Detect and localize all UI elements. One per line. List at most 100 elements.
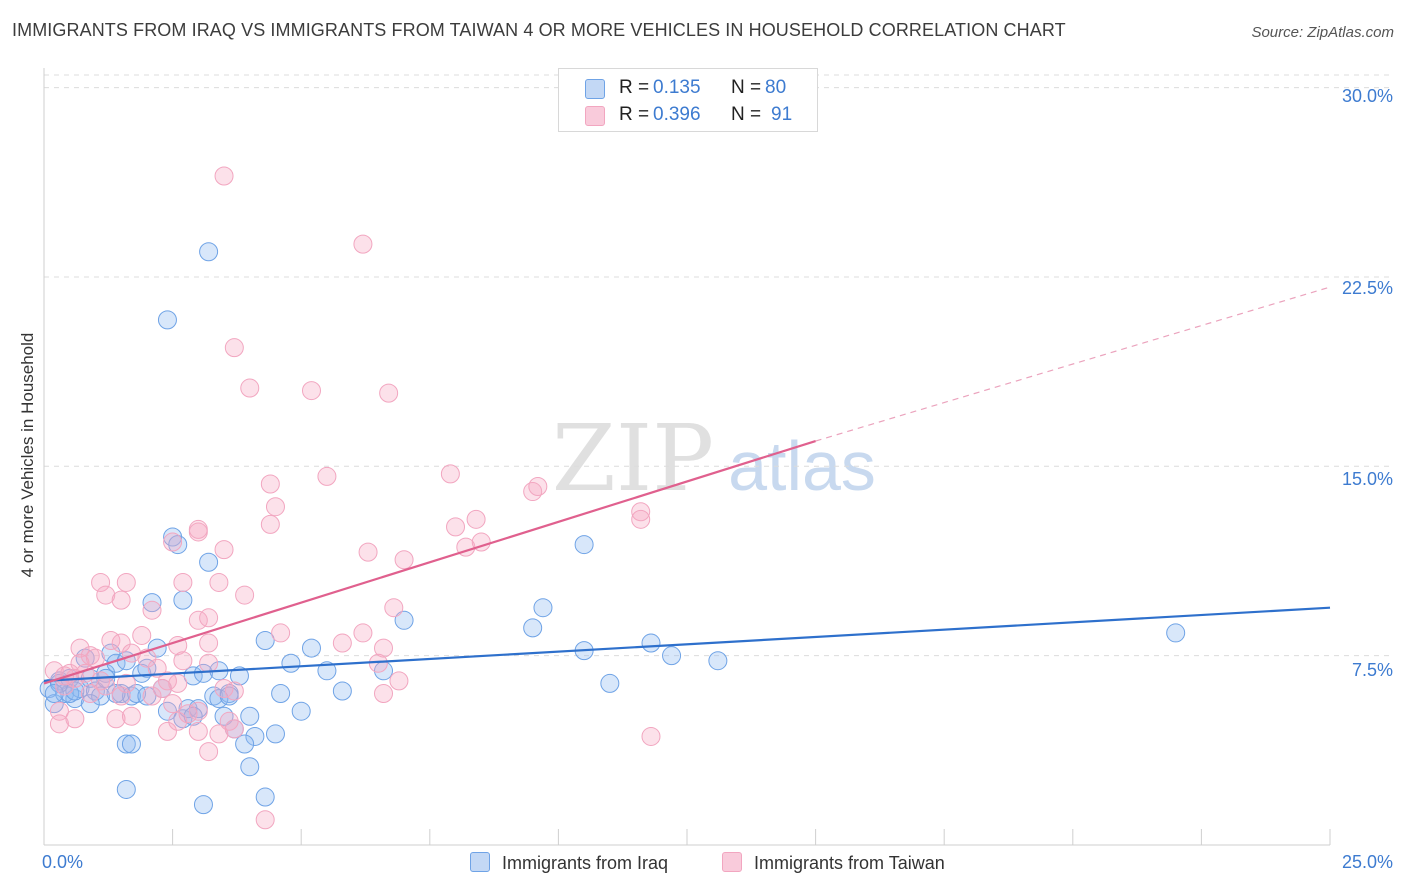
taiwan-point [188, 721, 208, 741]
iraq-point [662, 646, 682, 666]
taiwan-point [163, 694, 183, 714]
iraq-point [183, 706, 203, 726]
taiwan-point [631, 509, 651, 529]
taiwan-point [631, 502, 651, 522]
r-label: R = [619, 104, 650, 125]
iraq-point [708, 651, 728, 671]
taiwan-point [147, 658, 167, 678]
taiwan-trend-line [43, 440, 816, 685]
taiwan-point [157, 721, 177, 741]
taiwan-point [528, 477, 548, 497]
y-tick-label: 22.5% [1341, 278, 1393, 298]
iraq-point [240, 706, 260, 726]
watermark-zip: ZIP [552, 405, 714, 512]
taiwan-point [358, 542, 378, 562]
taiwan-point [121, 706, 141, 726]
grid [44, 74, 1392, 657]
taiwan-point [353, 234, 373, 254]
iraq-point [199, 242, 219, 262]
taiwan-point [106, 709, 126, 729]
iraq-point [332, 681, 352, 701]
taiwan-point [301, 381, 321, 401]
taiwan-point [260, 474, 280, 494]
taiwan-point [271, 623, 291, 643]
iraq-point [80, 694, 100, 714]
iraq-r-value: 0.135 [653, 77, 701, 98]
taiwan-point [440, 464, 460, 484]
taiwan-point [265, 497, 285, 517]
iraq-point [235, 734, 255, 754]
taiwan-points [44, 166, 661, 830]
x-tick-label-min: 0.0% [42, 852, 84, 872]
iraq-point [199, 552, 219, 572]
iraq-point [193, 795, 213, 815]
source-credit: Source: ZipAtlas.com [1251, 24, 1394, 41]
stats-legend: R = 0.135 N = 80 R = 0.396 N = 91 [558, 68, 818, 132]
taiwan-point [374, 684, 394, 704]
taiwan-point [466, 509, 486, 529]
iraq-point [137, 658, 157, 678]
taiwan-point [389, 671, 409, 691]
taiwan-point [80, 646, 100, 666]
taiwan-point [173, 651, 193, 671]
iraq-point [168, 535, 188, 555]
taiwan-point [199, 653, 219, 673]
iraq-point [245, 726, 265, 746]
taiwan-point [332, 633, 352, 653]
taiwan-point [96, 585, 116, 605]
taiwan-point [199, 608, 219, 628]
taiwan-point [209, 724, 229, 744]
watermark: ZIP atlas [552, 405, 876, 512]
taiwan-point [132, 625, 152, 645]
iraq-point [271, 684, 291, 704]
taiwan-point [523, 482, 543, 502]
taiwan-point [379, 383, 399, 403]
taiwan-point [224, 681, 244, 701]
taiwan-point [80, 684, 100, 704]
taiwan-trend-extension [815, 286, 1331, 442]
iraq-point [1166, 623, 1186, 643]
iraq-point [65, 689, 85, 709]
iraq-point [600, 673, 620, 693]
iraq-point [85, 681, 105, 701]
taiwan-point [446, 517, 466, 537]
taiwan-point [188, 519, 208, 539]
y-tick-label: 7.5% [1351, 660, 1393, 680]
taiwan-legend-swatch [722, 852, 742, 872]
trend-lines [43, 286, 1331, 685]
taiwan-point [168, 711, 188, 731]
n-label: N = [731, 104, 762, 125]
iraq-point [641, 633, 661, 653]
iraq-point [75, 648, 95, 668]
taiwan-point [173, 572, 193, 592]
taiwan-point [96, 676, 116, 696]
x-tick-label-max: 25.0% [1341, 852, 1393, 872]
y-tick-label: 30.0% [1341, 86, 1393, 106]
iraq-point [137, 686, 157, 706]
taiwan-point [384, 598, 404, 618]
taiwan-point [152, 678, 172, 698]
iraq-point [533, 598, 553, 618]
iraq-point [121, 734, 141, 754]
iraq-point [255, 631, 275, 651]
taiwan-point [374, 638, 394, 658]
iraq-point [157, 310, 177, 330]
axes [43, 68, 1331, 846]
iraq-point [106, 684, 126, 704]
taiwan-point [209, 572, 229, 592]
iraq-point [44, 684, 64, 704]
n-label: N = [731, 77, 762, 98]
taiwan-point [214, 166, 234, 186]
legend-item-taiwan: Immigrants from Taiwan [722, 852, 945, 874]
iraq-legend-label: Immigrants from Iraq [502, 853, 669, 873]
taiwan-point [163, 532, 183, 552]
taiwan-point [199, 742, 219, 762]
taiwan-point [142, 686, 162, 706]
taiwan-point [111, 590, 131, 610]
iraq-n-value: 80 [765, 77, 787, 98]
taiwan-point [641, 726, 661, 746]
chart-title: IMMIGRANTS FROM IRAQ VS IMMIGRANTS FROM … [12, 20, 1066, 40]
iraq-point [255, 787, 275, 807]
taiwan-point [111, 633, 131, 653]
taiwan-point [255, 810, 275, 830]
